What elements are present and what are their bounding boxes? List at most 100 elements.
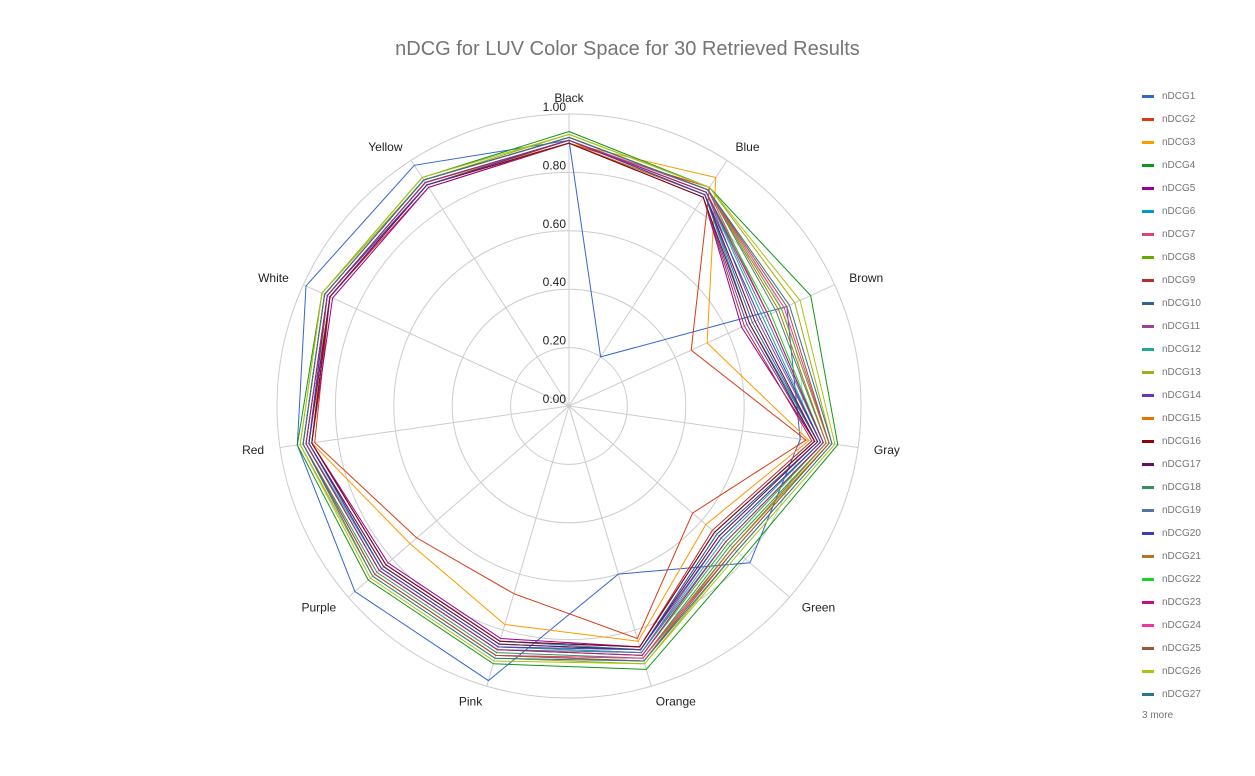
grid-spoke bbox=[568, 405, 859, 449]
axis-label-purple: Purple bbox=[302, 601, 337, 615]
legend-label: nDCG8 bbox=[1162, 251, 1196, 263]
grid-spoke bbox=[486, 405, 570, 687]
legend-item[interactable]: nDCG22 bbox=[1142, 572, 1201, 586]
radar-grid bbox=[276, 113, 862, 699]
legend-swatch bbox=[1142, 439, 1154, 443]
legend-item[interactable]: nDCG15 bbox=[1142, 411, 1201, 425]
radar-series bbox=[296, 130, 839, 682]
legend-swatch bbox=[1142, 94, 1154, 98]
legend-swatch bbox=[1142, 623, 1154, 627]
legend-item[interactable]: nDCG21 bbox=[1142, 549, 1201, 563]
legend-swatch bbox=[1142, 186, 1154, 190]
legend-label: nDCG18 bbox=[1162, 481, 1201, 493]
legend-swatch bbox=[1142, 278, 1154, 282]
legend-label: nDCG15 bbox=[1162, 412, 1201, 424]
legend-swatch bbox=[1142, 301, 1154, 305]
legend-item[interactable]: nDCG24 bbox=[1142, 618, 1201, 632]
legend-item[interactable]: nDCG25 bbox=[1142, 641, 1201, 655]
radial-tick-label: 0.80 bbox=[543, 158, 567, 172]
legend-more-link[interactable]: 3 more bbox=[1142, 710, 1174, 721]
series-line-ndcg26 bbox=[299, 133, 836, 665]
legend-label: nDCG21 bbox=[1162, 550, 1201, 562]
axis-label-blue: Blue bbox=[736, 140, 760, 154]
radial-tick-label: 0.60 bbox=[543, 217, 567, 231]
legend-label: nDCG20 bbox=[1162, 527, 1201, 539]
grid-spoke bbox=[568, 405, 652, 687]
legend-item[interactable]: nDCG7 bbox=[1142, 227, 1195, 241]
legend-item[interactable]: nDCG13 bbox=[1142, 365, 1201, 379]
legend-label: nDCG3 bbox=[1162, 136, 1196, 148]
axis-label-black: Black bbox=[554, 91, 584, 105]
legend-item[interactable]: nDCG27 bbox=[1142, 687, 1201, 701]
legend-swatch bbox=[1142, 232, 1154, 236]
chart-title: nDCG for LUV Color Space for 30 Retrieve… bbox=[395, 38, 860, 60]
legend-item[interactable]: nDCG5 bbox=[1142, 181, 1195, 195]
legend-label: nDCG10 bbox=[1162, 297, 1201, 309]
legend-label: nDCG1 bbox=[1162, 90, 1196, 102]
axis-label-brown: Brown bbox=[849, 271, 883, 285]
legend-item[interactable]: nDCG18 bbox=[1142, 480, 1201, 494]
series-line-ndcg23 bbox=[305, 139, 824, 656]
legend-item[interactable]: nDCG14 bbox=[1142, 388, 1201, 402]
legend-swatch bbox=[1142, 692, 1154, 696]
legend-item[interactable]: nDCG3 bbox=[1142, 135, 1195, 149]
legend-label: nDCG23 bbox=[1162, 596, 1201, 608]
legend-item[interactable]: nDCG1 bbox=[1142, 89, 1195, 103]
legend-item[interactable]: nDCG19 bbox=[1142, 503, 1201, 517]
legend-item[interactable]: nDCG8 bbox=[1142, 250, 1195, 264]
radial-tick-label: 0.20 bbox=[543, 334, 567, 348]
series-line-ndcg5 bbox=[311, 142, 816, 648]
legend-swatch bbox=[1142, 117, 1154, 121]
legend-label: nDCG4 bbox=[1162, 159, 1196, 171]
legend-item[interactable]: nDCG20 bbox=[1142, 526, 1201, 540]
grid-spoke bbox=[568, 160, 728, 407]
legend-swatch bbox=[1142, 370, 1154, 374]
grid-spoke bbox=[347, 405, 570, 598]
legend-label: nDCG2 bbox=[1162, 113, 1196, 125]
radial-tick-label: 0.40 bbox=[543, 275, 567, 289]
legend-item[interactable]: nDCG16 bbox=[1142, 434, 1201, 448]
legend-item[interactable]: nDCG17 bbox=[1142, 457, 1201, 471]
legend-item[interactable]: nDCG11 bbox=[1142, 319, 1200, 333]
series-line-ndcg17 bbox=[308, 139, 819, 651]
legend-swatch bbox=[1142, 531, 1154, 535]
legend-label: nDCG19 bbox=[1162, 504, 1201, 516]
legend-swatch bbox=[1142, 646, 1154, 650]
axis-label-white: White bbox=[258, 271, 289, 285]
legend-label: nDCG25 bbox=[1162, 642, 1201, 654]
legend-label: nDCG27 bbox=[1162, 688, 1201, 700]
legend-label: nDCG13 bbox=[1162, 366, 1201, 378]
legend-label: nDCG26 bbox=[1162, 665, 1201, 677]
radial-tick-label: 0.00 bbox=[543, 392, 567, 406]
legend-item[interactable]: nDCG10 bbox=[1142, 296, 1201, 310]
legend-swatch bbox=[1142, 600, 1154, 604]
legend-item[interactable]: nDCG2 bbox=[1142, 112, 1195, 126]
legend-swatch bbox=[1142, 508, 1154, 512]
grid-spoke bbox=[303, 284, 570, 407]
legend-swatch bbox=[1142, 140, 1154, 144]
legend-swatch bbox=[1142, 577, 1154, 581]
legend-swatch bbox=[1142, 416, 1154, 420]
legend-item[interactable]: nDCG4 bbox=[1142, 158, 1195, 172]
legend-swatch bbox=[1142, 347, 1154, 351]
legend-label: nDCG24 bbox=[1162, 619, 1201, 631]
legend-label: nDCG11 bbox=[1162, 320, 1201, 332]
legend-item[interactable]: nDCG6 bbox=[1142, 204, 1195, 218]
grid-spoke bbox=[410, 160, 570, 407]
legend-label: nDCG16 bbox=[1162, 435, 1201, 447]
legend-label: nDCG14 bbox=[1162, 389, 1201, 401]
legend-item[interactable]: nDCG26 bbox=[1142, 664, 1201, 678]
grid-spoke bbox=[568, 284, 835, 407]
axis-label-gray: Gray bbox=[874, 443, 900, 457]
grid-spoke bbox=[279, 405, 570, 449]
axis-label-yellow: Yellow bbox=[368, 140, 403, 154]
legend-swatch bbox=[1142, 255, 1154, 259]
legend-swatch bbox=[1142, 209, 1154, 213]
legend-item[interactable]: nDCG9 bbox=[1142, 273, 1195, 287]
legend-item[interactable]: nDCG12 bbox=[1142, 342, 1201, 356]
grid-spoke bbox=[568, 405, 791, 598]
radial-tick-label: 1.00 bbox=[543, 100, 567, 114]
legend-label: nDCG12 bbox=[1162, 343, 1201, 355]
legend-item[interactable]: nDCG23 bbox=[1142, 595, 1201, 609]
